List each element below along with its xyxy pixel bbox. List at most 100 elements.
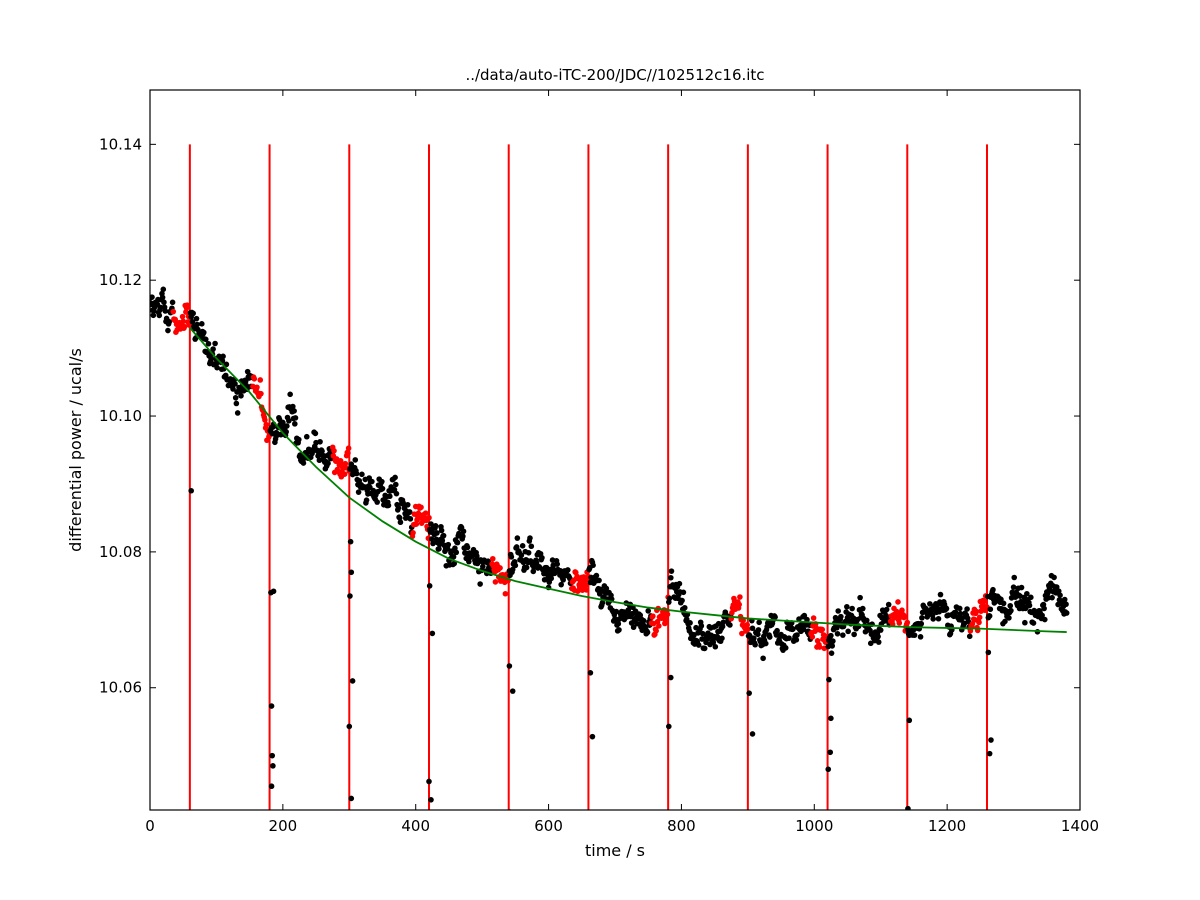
- data-point: [829, 643, 836, 649]
- data-point: [679, 597, 685, 604]
- data-point: [755, 627, 762, 633]
- data-point: [937, 591, 944, 598]
- data-point: [385, 502, 392, 509]
- data-point: [804, 616, 810, 623]
- data-point: [353, 470, 360, 477]
- data-point: [460, 528, 467, 535]
- data-point: [438, 527, 445, 534]
- data-point: [695, 642, 702, 648]
- data-point: [527, 535, 533, 541]
- data-point: [392, 481, 399, 488]
- plot-background: [150, 90, 1080, 810]
- outlier-point: [347, 593, 353, 599]
- data-point: [233, 400, 240, 407]
- data-point: [956, 605, 963, 612]
- data-point: [397, 519, 404, 526]
- data-point: [290, 403, 296, 410]
- data-point: [834, 630, 841, 637]
- injection-window-point: [583, 587, 590, 593]
- outlier-point: [988, 737, 994, 743]
- data-point: [160, 286, 167, 293]
- injection-window-point: [251, 376, 258, 382]
- plot-area: [150, 144, 1070, 810]
- data-point: [849, 605, 855, 612]
- injection-window-point: [656, 623, 662, 629]
- data-point: [838, 613, 844, 620]
- data-point: [230, 386, 236, 392]
- x-tick-label: 800: [667, 817, 696, 835]
- injection-window-point: [895, 599, 901, 605]
- x-tick-label: 600: [534, 817, 563, 835]
- data-point: [793, 637, 800, 643]
- data-point: [599, 600, 606, 606]
- injection-window-point: [341, 471, 348, 478]
- data-point: [201, 329, 207, 336]
- x-tick-label: 1000: [795, 817, 833, 835]
- injection-window-point: [744, 622, 750, 628]
- data-point: [355, 489, 362, 495]
- data-point: [395, 505, 402, 511]
- data-point: [1030, 620, 1037, 626]
- data-point: [1008, 607, 1014, 614]
- injection-window-point: [653, 628, 659, 634]
- injection-window-point: [345, 450, 351, 456]
- data-point: [162, 308, 169, 314]
- data-point: [596, 577, 602, 584]
- data-point: [701, 645, 708, 652]
- data-point: [558, 581, 564, 588]
- outlier-point: [509, 688, 516, 694]
- injection-window-point: [729, 609, 735, 616]
- outlier-point: [828, 715, 834, 722]
- injection-window-point: [973, 608, 980, 615]
- x-tick-label: 1400: [1061, 817, 1099, 835]
- data-point: [194, 321, 200, 328]
- data-point: [676, 580, 683, 587]
- data-point: [512, 562, 519, 569]
- outlier-point: [426, 778, 432, 785]
- data-point: [615, 620, 622, 627]
- injection-window-point: [582, 581, 589, 588]
- data-point: [223, 361, 230, 368]
- data-point: [930, 616, 936, 622]
- data-point: [519, 543, 526, 549]
- injection-window-point: [899, 607, 905, 614]
- data-point: [986, 613, 993, 619]
- data-point: [630, 624, 637, 631]
- data-point: [616, 627, 622, 633]
- data-point: [772, 614, 778, 620]
- data-point: [460, 533, 466, 540]
- data-point: [1010, 584, 1017, 590]
- data-point: [440, 532, 447, 539]
- injection-window-point: [422, 510, 429, 516]
- data-point: [687, 620, 693, 626]
- data-point: [844, 603, 850, 610]
- y-axis-label: differential power / ucal/s: [66, 348, 85, 552]
- data-point: [159, 294, 166, 301]
- data-point: [715, 620, 722, 627]
- data-point: [193, 315, 200, 322]
- data-point: [790, 626, 796, 632]
- data-point: [1063, 601, 1069, 608]
- data-point: [800, 626, 807, 633]
- data-point: [407, 516, 414, 522]
- injection-window-point: [976, 614, 983, 621]
- data-point: [727, 622, 733, 628]
- injection-window-point: [489, 555, 496, 562]
- outlier-point: [188, 487, 194, 494]
- data-point: [523, 564, 530, 571]
- data-point: [1061, 596, 1068, 603]
- x-tick-label: 200: [269, 817, 298, 835]
- data-point: [539, 554, 545, 561]
- data-point: [801, 612, 808, 619]
- outlier-point: [428, 797, 434, 803]
- data-point: [590, 562, 596, 569]
- data-point: [374, 499, 380, 505]
- data-point: [508, 554, 515, 560]
- data-point: [935, 615, 942, 622]
- data-point: [203, 336, 209, 343]
- x-tick-label: 400: [401, 817, 430, 835]
- outlier-point: [349, 678, 356, 684]
- injection-window-point: [664, 611, 671, 618]
- injection-window-point: [263, 421, 270, 428]
